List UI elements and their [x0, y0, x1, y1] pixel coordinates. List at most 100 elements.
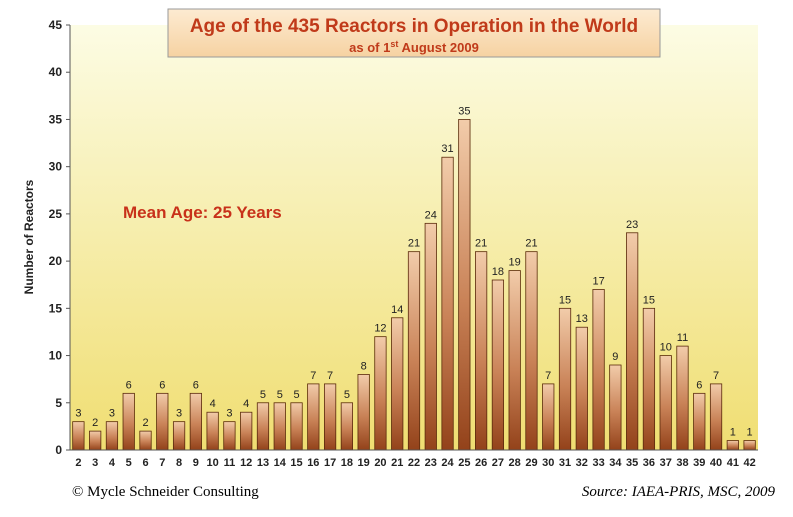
y-tick-label: 5	[55, 396, 62, 410]
y-axis: 0 5 10 15 20 25 30 35 40 45	[49, 18, 70, 457]
bar-value-label: 21	[525, 238, 537, 250]
x-tick-label: 10	[207, 457, 219, 469]
y-tick-label: 20	[49, 254, 63, 268]
x-tick-label: 42	[743, 457, 755, 469]
bar	[743, 440, 756, 451]
bar-value-label: 4	[210, 398, 216, 410]
x-tick-label: 8	[176, 457, 182, 469]
x-tick-label: 9	[193, 457, 199, 469]
x-tick-label: 25	[458, 457, 470, 469]
bar	[72, 421, 85, 451]
x-tick-label: 23	[425, 457, 437, 469]
bar-value-label: 6	[193, 379, 199, 391]
bar-value-label: 6	[126, 379, 132, 391]
x-tick-label: 33	[592, 457, 604, 469]
y-tick-label: 40	[49, 65, 63, 79]
bar	[659, 355, 672, 451]
x-tick-label: 12	[240, 457, 252, 469]
bar	[592, 289, 605, 451]
y-axis-label: Number of Reactors	[22, 179, 36, 294]
y-tick-label: 0	[55, 443, 62, 457]
x-tick-label: 41	[727, 457, 739, 469]
bar	[391, 317, 404, 451]
bar	[508, 270, 521, 451]
bar	[441, 156, 454, 451]
bar	[256, 402, 270, 451]
bar-value-label: 12	[374, 323, 386, 335]
x-tick-label: 24	[441, 457, 454, 469]
x-tick-label: 3	[92, 457, 98, 469]
x-tick-label: 19	[358, 457, 370, 469]
y-tick-label: 25	[49, 207, 63, 221]
bar	[172, 421, 186, 451]
bar-value-label: 7	[327, 370, 333, 382]
x-tick-label: 17	[324, 457, 336, 469]
x-tick-label: 36	[643, 457, 655, 469]
x-tick-label: 37	[660, 457, 672, 469]
x-tick-label: 29	[525, 457, 537, 469]
bar	[491, 279, 505, 451]
chart-title: Age of the 435 Reactors in Operation in …	[190, 16, 638, 37]
x-tick-label: 31	[559, 457, 571, 469]
bar-value-label: 3	[109, 408, 115, 420]
x-axis: 2 3 4 5 6 7 8 9 10 11 12 13 14 15 16 17 18 19 20 21 22 23 24 25…	[75, 457, 755, 469]
bar	[407, 251, 421, 451]
copyright-text: © Mycle Schneider Consulting	[72, 484, 259, 500]
bar	[542, 383, 555, 451]
bar	[240, 411, 253, 451]
bar-value-label: 24	[425, 209, 437, 221]
x-tick-label: 6	[142, 457, 148, 469]
bar-value-label: 4	[243, 398, 249, 410]
x-tick-label: 15	[290, 457, 302, 469]
bar	[89, 430, 102, 451]
x-tick-label: 27	[492, 457, 504, 469]
bar-value-label: 5	[277, 389, 283, 401]
bar-value-label: 14	[391, 304, 403, 316]
x-tick-label: 39	[693, 457, 705, 469]
bar-value-label: 3	[176, 408, 182, 420]
x-tick-label: 38	[676, 457, 688, 469]
bar	[374, 336, 387, 451]
x-tick-label: 22	[408, 457, 420, 469]
bar-value-label: 21	[408, 238, 420, 250]
bar-value-label: 17	[592, 275, 604, 287]
subtitle-suffix: August 2009	[398, 40, 478, 55]
bar	[609, 364, 622, 451]
x-tick-label: 4	[109, 457, 116, 469]
title-box: Age of the 435 Reactors in Operation in …	[167, 8, 661, 58]
x-tick-label: 5	[126, 457, 132, 469]
bar-value-label: 18	[492, 266, 504, 278]
bar-value-label: 15	[559, 294, 571, 306]
x-tick-label: 13	[257, 457, 269, 469]
bar	[558, 307, 572, 451]
bar	[340, 402, 353, 451]
bar	[156, 392, 169, 451]
bar	[223, 421, 236, 451]
bar-value-label: 19	[509, 257, 521, 269]
bar	[206, 411, 219, 451]
bar-value-label: 15	[643, 294, 655, 306]
bar-value-label: 1	[747, 427, 753, 439]
bar-value-label: 35	[458, 105, 470, 117]
x-tick-label: 28	[509, 457, 521, 469]
bar	[307, 383, 320, 451]
bar	[424, 222, 437, 451]
bar-value-label: 5	[344, 389, 350, 401]
x-tick-label: 26	[475, 457, 487, 469]
x-tick-label: 32	[576, 457, 588, 469]
bar-value-label: 3	[226, 408, 232, 420]
bar-value-label: 5	[293, 389, 299, 401]
bar	[273, 402, 286, 451]
bar-value-label: 7	[545, 370, 551, 382]
bar-value-label: 1	[730, 427, 736, 439]
bar	[458, 119, 471, 451]
bar-value-label: 13	[576, 313, 588, 325]
subtitle-prefix: as of 1	[349, 40, 390, 55]
x-tick-label: 14	[274, 457, 287, 469]
bar	[475, 251, 488, 451]
bar-value-label: 9	[612, 351, 618, 363]
bar	[357, 374, 370, 451]
bar-value-label: 31	[441, 143, 453, 155]
y-tick-label: 15	[49, 301, 63, 315]
